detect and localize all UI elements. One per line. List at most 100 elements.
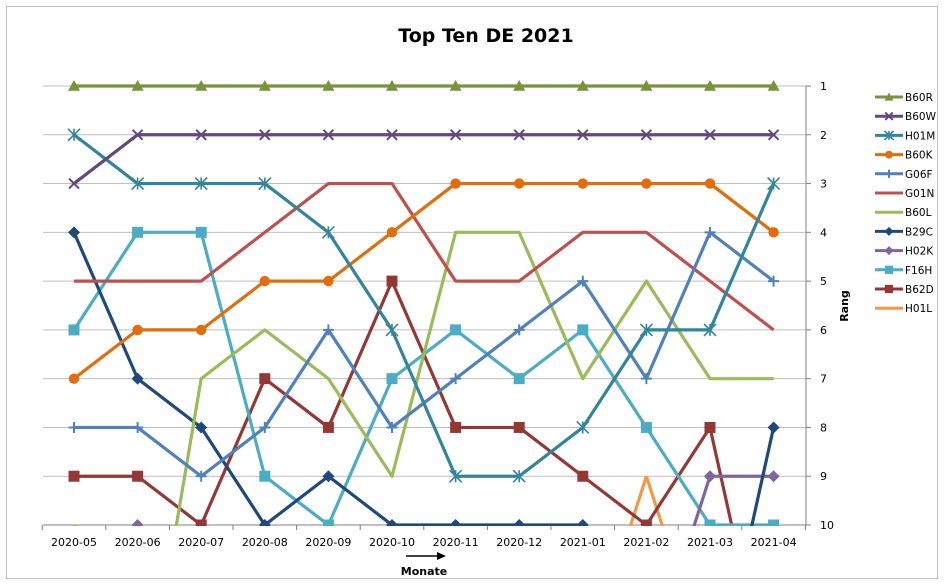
data-point-b29c-2020-09 bbox=[322, 470, 335, 483]
data-point-b62d-2020-12 bbox=[513, 421, 525, 433]
series-line-h01l bbox=[628, 475, 665, 526]
y-axis-ticks: 1 2 3 4 5 6 7 8 9 10 bbox=[805, 80, 834, 532]
legend-item-h02k: H02K bbox=[875, 246, 934, 258]
legend-item-g01n: G01N bbox=[875, 188, 934, 200]
data-point-h01m-2020-11 bbox=[449, 469, 463, 483]
data-point-b60w-2020-10 bbox=[386, 129, 398, 141]
data-point-f16h-2020-07 bbox=[195, 226, 207, 238]
data-point-b60w-2020-11 bbox=[449, 129, 462, 141]
data-point-h02k-2021-04 bbox=[767, 470, 780, 483]
y-tick-label: 8 bbox=[820, 421, 827, 434]
legend-marker bbox=[884, 92, 894, 101]
legend-marker bbox=[883, 130, 895, 141]
series-b60r bbox=[68, 80, 780, 91]
data-point-h01m-2021-02 bbox=[639, 323, 653, 337]
legend-label: B60L bbox=[905, 207, 932, 219]
data-point-b60r-2021-01 bbox=[576, 80, 589, 91]
data-point-b60w-2020-08 bbox=[259, 129, 271, 141]
data-point-g06f-2020-09 bbox=[322, 324, 334, 336]
data-point-h01m-2020-08 bbox=[258, 176, 272, 191]
data-point-b29c-2020-12 bbox=[513, 519, 526, 526]
legend-item-b29c: B29C bbox=[875, 226, 933, 238]
data-point-b60w-2021-02 bbox=[640, 129, 653, 141]
data-point-b60k-2021-03 bbox=[704, 178, 716, 189]
series-layer bbox=[67, 80, 781, 526]
data-point-h01m-2020-07 bbox=[194, 176, 208, 191]
data-point-b60w-2021-03 bbox=[704, 129, 716, 141]
x-axis-ticks: 2020-05 2020-06 2020-07 2020-08 2020-09 2020-… bbox=[41, 525, 806, 549]
legend-item-b62d: B62D bbox=[875, 284, 934, 296]
data-point-b60w-2021-01 bbox=[577, 129, 589, 141]
data-point-g06f-2020-11 bbox=[450, 373, 462, 385]
y-tick-label: 1 bbox=[820, 80, 827, 93]
legend-marker bbox=[884, 246, 894, 256]
legend-marker bbox=[884, 169, 894, 178]
data-point-g06f-2021-04 bbox=[768, 275, 780, 287]
data-point-b60k-2020-09 bbox=[323, 275, 334, 287]
data-point-b60k-2020-10 bbox=[386, 227, 398, 238]
data-point-h02k-2020-06 bbox=[131, 519, 144, 526]
data-point-b60r-2020-07 bbox=[195, 80, 208, 91]
data-point-g06f-2020-07 bbox=[195, 470, 207, 482]
series-h02k bbox=[131, 470, 780, 526]
data-point-b60w-2020-09 bbox=[322, 129, 335, 141]
series-b60l bbox=[72, 230, 774, 526]
legend-item-b60r: B60R bbox=[875, 92, 933, 104]
legend-item-h01l: H01L bbox=[875, 303, 932, 315]
data-point-f16h-2021-03 bbox=[704, 519, 716, 526]
data-point-b29c-2020-11 bbox=[449, 519, 462, 526]
data-point-f16h-2020-10 bbox=[386, 373, 398, 385]
data-point-h01m-2020-12 bbox=[512, 469, 526, 483]
data-point-b60r-2021-03 bbox=[704, 80, 716, 91]
data-point-b60k-2020-11 bbox=[450, 178, 461, 189]
legend-label: H01L bbox=[905, 303, 932, 315]
legend: B60R B60W H01M B60K G06F G01N B60L B29C H02K F16H… bbox=[875, 92, 937, 315]
data-point-b60r-2020-10 bbox=[386, 80, 398, 91]
legend-label: G06F bbox=[905, 169, 933, 181]
y-tick-label: 3 bbox=[820, 178, 827, 191]
legend-item-b60l: B60L bbox=[875, 207, 932, 219]
x-tick-label: 2020-10 bbox=[369, 536, 415, 549]
data-point-g06f-2020-10 bbox=[386, 421, 398, 433]
y-axis-title: Rang bbox=[838, 290, 851, 322]
data-point-f16h-2020-06 bbox=[132, 226, 144, 238]
data-point-f16h-2020-12 bbox=[513, 373, 525, 385]
series-b60w bbox=[68, 129, 780, 190]
data-point-b29c-2021-01 bbox=[576, 519, 589, 526]
series-line-b60k bbox=[73, 181, 775, 380]
series-line-g01n bbox=[74, 181, 775, 332]
data-point-h01m-2020-06 bbox=[131, 176, 145, 191]
data-point-g06f-2021-02 bbox=[640, 373, 652, 385]
x-axis-title: Monate bbox=[401, 565, 447, 578]
legend-label: B60W bbox=[905, 111, 937, 123]
data-point-h02k-2021-03 bbox=[704, 470, 716, 483]
data-point-b62d-2020-08 bbox=[259, 373, 271, 385]
data-point-f16h-2021-04 bbox=[768, 519, 780, 526]
data-point-b62d-2020-11 bbox=[450, 421, 462, 433]
data-point-h01m-2021-04 bbox=[767, 176, 781, 191]
data-point-g06f-2020-05 bbox=[68, 421, 80, 433]
series-line-b60l bbox=[72, 230, 774, 526]
data-point-g06f-2021-03 bbox=[704, 226, 716, 238]
legend-item-h01m: H01M bbox=[875, 130, 935, 142]
legend-label: B62D bbox=[905, 284, 934, 296]
y-tick-label: 6 bbox=[820, 324, 827, 337]
data-point-b29c-2020-05 bbox=[68, 226, 80, 239]
data-point-b60k-2021-02 bbox=[641, 178, 652, 189]
data-point-g06f-2020-08 bbox=[259, 421, 271, 433]
data-point-b60k-2020-12 bbox=[514, 178, 525, 189]
data-point-f16h-2020-09 bbox=[322, 519, 334, 526]
data-point-b62d-2020-06 bbox=[132, 470, 144, 482]
data-point-h01m-2021-03 bbox=[703, 323, 717, 337]
x-tick-label: 2021-02 bbox=[623, 536, 669, 549]
data-point-g06f-2021-01 bbox=[577, 275, 589, 287]
legend-marker bbox=[884, 226, 894, 236]
legend-item-b60w: B60W bbox=[875, 111, 937, 123]
data-point-b60w-2021-04 bbox=[767, 129, 780, 141]
legend-label: B29C bbox=[905, 226, 933, 238]
data-point-h01m-2020-09 bbox=[321, 225, 335, 239]
chart-title: Top Ten DE 2021 bbox=[398, 25, 573, 47]
data-point-b60r-2021-02 bbox=[640, 80, 653, 91]
data-point-b29c-2020-07 bbox=[195, 421, 208, 434]
